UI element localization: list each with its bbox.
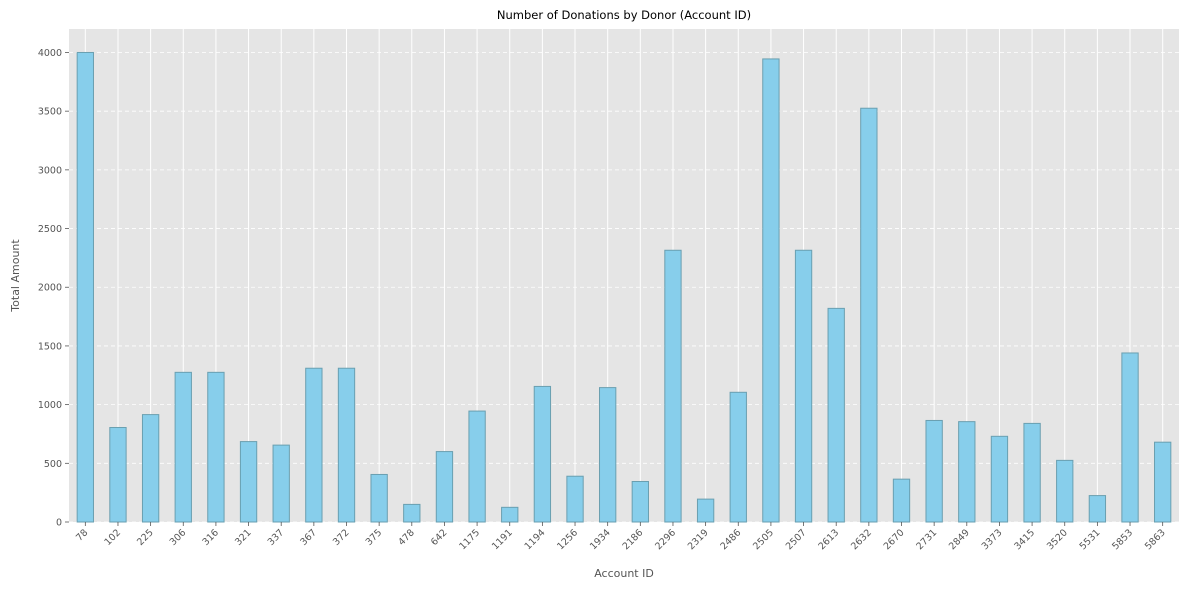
bar-316 <box>207 371 225 523</box>
bar-5863 <box>1154 441 1172 523</box>
x-tick-label: 3415 <box>1012 527 1037 552</box>
x-tick-label: 5531 <box>1078 527 1103 552</box>
x-tick-label: 5863 <box>1143 527 1168 552</box>
bar-1175 <box>468 410 486 523</box>
x-tick-label: 225 <box>135 527 156 548</box>
bar-2670 <box>892 478 911 523</box>
y-tick-label: 4000 <box>38 48 62 59</box>
bars-layer <box>76 51 1172 523</box>
bar-1194 <box>533 385 552 523</box>
x-tick-label: 2505 <box>751 527 776 552</box>
bar-2296 <box>664 249 682 523</box>
y-tick-label: 2000 <box>38 283 62 294</box>
bar-5853 <box>1121 352 1139 523</box>
x-tick-label: 1175 <box>457 527 482 552</box>
y-tick-label: 2500 <box>38 224 62 235</box>
x-tick-label: 1194 <box>523 527 548 552</box>
y-tick-label: 1500 <box>38 341 62 352</box>
x-tick-label: 2319 <box>686 527 711 552</box>
x-tick-label: 5853 <box>1110 527 1135 552</box>
bar-3373 <box>990 435 1009 523</box>
x-tick-label: 2731 <box>914 527 939 552</box>
bar-478 <box>403 503 421 523</box>
x-tick-label: 2186 <box>621 527 646 552</box>
x-tick-label: 1934 <box>588 527 613 552</box>
chart-title: Number of Donations by Donor (Account ID… <box>497 8 751 22</box>
bar-2632 <box>860 107 878 523</box>
bar-102 <box>109 427 127 523</box>
bar-306 <box>174 371 192 523</box>
x-tick-label: 2486 <box>719 527 744 552</box>
x-axis-label: Account ID <box>594 567 654 580</box>
x-tick-label: 375 <box>364 527 385 548</box>
bar-642 <box>435 451 454 523</box>
bar-1934 <box>599 387 617 523</box>
bar-1191 <box>501 506 519 523</box>
bar-2849 <box>958 421 976 523</box>
x-tick-label: 3520 <box>1045 527 1070 552</box>
bar-372 <box>337 367 356 523</box>
y-tick-label: 1000 <box>38 400 62 411</box>
bar-1256 <box>566 475 584 523</box>
x-tick-label: 1191 <box>490 527 515 552</box>
bar-2319 <box>696 498 715 523</box>
y-tick-label: 3000 <box>38 165 62 176</box>
x-tick-label: 2670 <box>882 527 907 552</box>
x-tick-label: 306 <box>168 527 189 548</box>
x-tick-label: 2849 <box>947 527 972 552</box>
x-axis-ticks: 78 102 225 306 316 321 337 367 372 375 478 642 1175 1… <box>74 522 1168 552</box>
x-tick-label: 102 <box>102 527 123 548</box>
x-tick-label: 478 <box>396 527 417 548</box>
y-axis-label: Total Amount <box>9 239 22 313</box>
bar-367 <box>305 367 323 523</box>
x-tick-label: 2632 <box>849 527 874 552</box>
x-tick-label: 2296 <box>653 527 678 552</box>
bar-225 <box>141 414 160 523</box>
x-tick-label: 642 <box>429 527 450 548</box>
x-tick-label: 2613 <box>816 527 841 552</box>
bar-5531 <box>1088 495 1107 523</box>
y-tick-label: 3500 <box>38 107 62 118</box>
x-tick-label: 316 <box>200 527 221 548</box>
x-tick-label: 372 <box>331 527 352 548</box>
y-tick-label: 0 <box>56 518 62 529</box>
bar-2731 <box>925 419 943 523</box>
bar-3415 <box>1023 422 1041 523</box>
bar-78 <box>76 51 94 523</box>
bar-2505 <box>762 58 780 523</box>
bar-2186 <box>631 481 649 523</box>
x-tick-label: 321 <box>233 527 254 548</box>
bar-2486 <box>729 391 747 523</box>
x-tick-label: 78 <box>74 527 90 543</box>
x-tick-label: 337 <box>266 527 287 548</box>
bar-375 <box>370 473 388 523</box>
x-tick-label: 367 <box>298 527 319 548</box>
bar-3520 <box>1056 459 1074 523</box>
x-tick-label: 1256 <box>555 527 580 552</box>
x-tick-label: 2507 <box>784 527 809 552</box>
plot-background <box>69 29 1179 522</box>
bar-321 <box>239 441 258 523</box>
bar-337 <box>272 444 290 523</box>
x-tick-label: 3373 <box>980 527 1005 552</box>
bar-2507 <box>794 249 813 523</box>
bar-2613 <box>827 307 845 523</box>
y-axis-ticks: 0 500 1000 1500 2000 2500 3000 3500 4000 <box>38 48 69 529</box>
y-tick-label: 500 <box>44 459 62 470</box>
